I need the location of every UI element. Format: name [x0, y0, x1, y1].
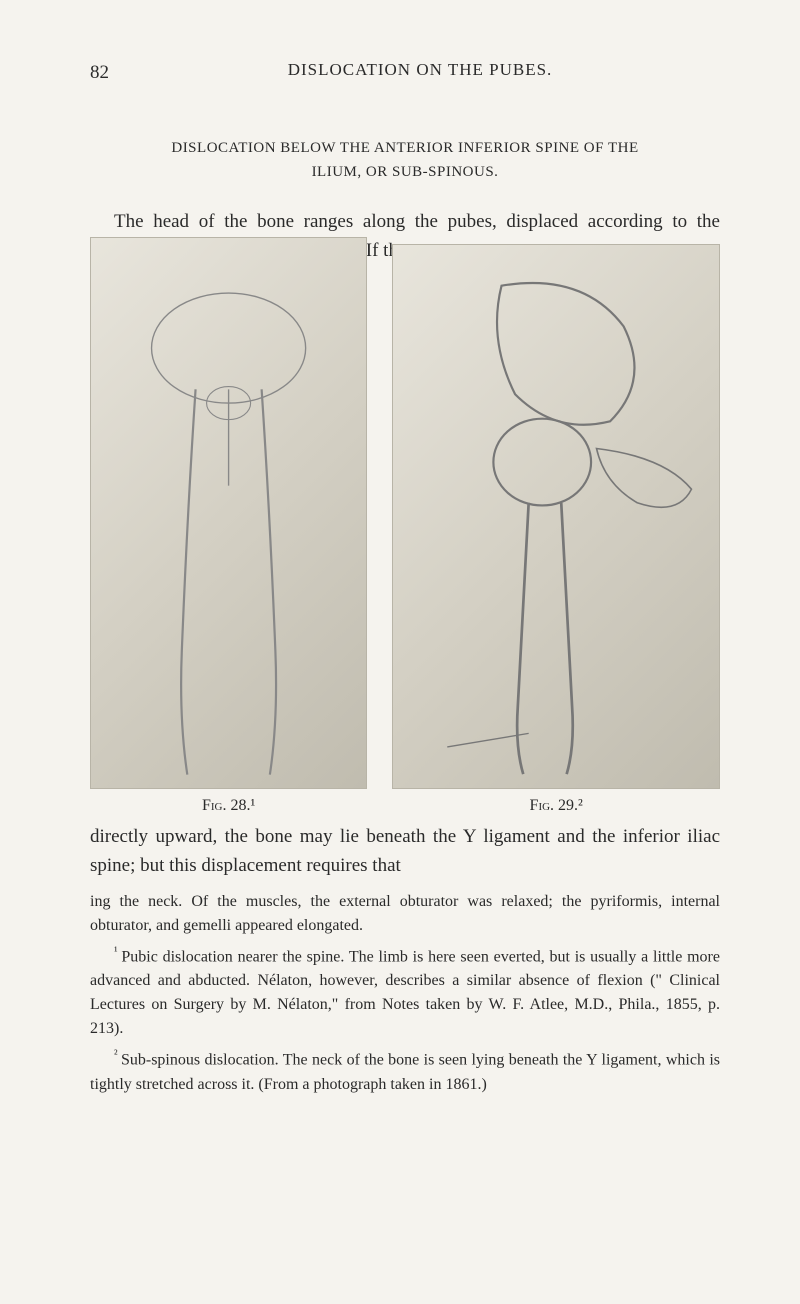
section-heading: DISLOCATION BELOW THE ANTERIOR INFERIOR … [90, 136, 720, 184]
figures-container: Fig. 28.¹ Fig. 29.² [90, 275, 720, 815]
heading-line-1: DISLOCATION BELOW THE ANTERIOR INFERIOR … [171, 140, 638, 156]
post-figure-paragraph: directly upward, the bone may lie beneat… [90, 823, 720, 880]
figure-29-image [392, 244, 720, 789]
heading-line-2: ILIUM, OR SUB-SPINOUS. [312, 164, 499, 180]
figure-29-caption: Fig. 29.² [530, 797, 583, 815]
footnote-2: ² Sub-spinous dislocation. The neck of t… [90, 1045, 720, 1096]
footnote-1-text: Pubic dislocation nearer the spine. The … [90, 948, 720, 1037]
footnote-1: ¹ Pubic dislocation nearer the spine. Th… [90, 942, 720, 1041]
footnote-2-marker: ² [114, 1047, 121, 1061]
running-header: DISLOCATION ON THE PUBES. [90, 60, 720, 80]
page-number: 82 [90, 62, 109, 84]
figure-28-image [90, 237, 367, 789]
figure-28: Fig. 28.¹ [90, 237, 367, 815]
figure-29: Fig. 29.² [392, 244, 720, 815]
footnote-2-text: Sub-spinous dislocation. The neck of the… [90, 1052, 720, 1093]
footnote-continuation: ing the neck. Of the muscles, the extern… [90, 890, 720, 938]
figure-28-caption: Fig. 28.¹ [202, 797, 255, 815]
